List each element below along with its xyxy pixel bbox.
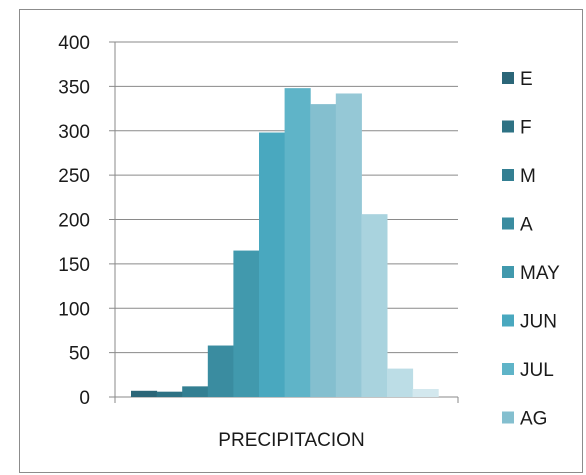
- bar-n: [387, 368, 414, 397]
- legend-label-jun: JUN: [520, 312, 557, 333]
- legend-swatch-jun: [502, 314, 514, 327]
- legend-label-e: E: [520, 69, 533, 90]
- legend-label-ag: AG: [520, 409, 547, 430]
- bar-may: [233, 250, 260, 397]
- y-tick-label: 200: [58, 211, 90, 232]
- legend-label-jul: JUL: [520, 360, 554, 381]
- y-tick-label: 250: [58, 166, 90, 187]
- bar-e: [131, 390, 158, 397]
- bar-d: [412, 389, 439, 397]
- bar-jun: [259, 132, 286, 397]
- x-category-label: PRECIPITACION: [218, 430, 364, 451]
- legend-swatch-f: [502, 120, 514, 133]
- y-tick-label: 100: [58, 299, 90, 320]
- y-tick-label: 350: [58, 77, 90, 98]
- legend-swatch-e: [502, 72, 514, 84]
- legend-label-a: A: [520, 215, 533, 236]
- legend-swatch-jul: [502, 363, 514, 375]
- legend-label-m: M: [520, 166, 536, 187]
- bar-s: [335, 93, 362, 397]
- y-tick-label: 0: [79, 388, 90, 409]
- legend-swatch-ag: [502, 411, 514, 424]
- y-tick-label: 400: [58, 33, 90, 54]
- legend-swatch-m: [502, 169, 514, 181]
- legend-swatch-may: [502, 266, 514, 278]
- legend-label-may: MAY: [520, 263, 560, 284]
- legend-swatch-a: [502, 217, 514, 230]
- y-tick-label: 50: [69, 344, 90, 365]
- y-tick-label: 300: [58, 122, 90, 143]
- bar-a: [207, 345, 234, 397]
- bar-jul: [284, 88, 311, 398]
- bar-o: [361, 214, 388, 397]
- bar-f: [156, 391, 183, 397]
- legend-label-f: F: [520, 118, 532, 139]
- y-tick-label: 150: [58, 255, 90, 276]
- bar-m: [182, 386, 209, 397]
- bar-ag: [310, 104, 337, 397]
